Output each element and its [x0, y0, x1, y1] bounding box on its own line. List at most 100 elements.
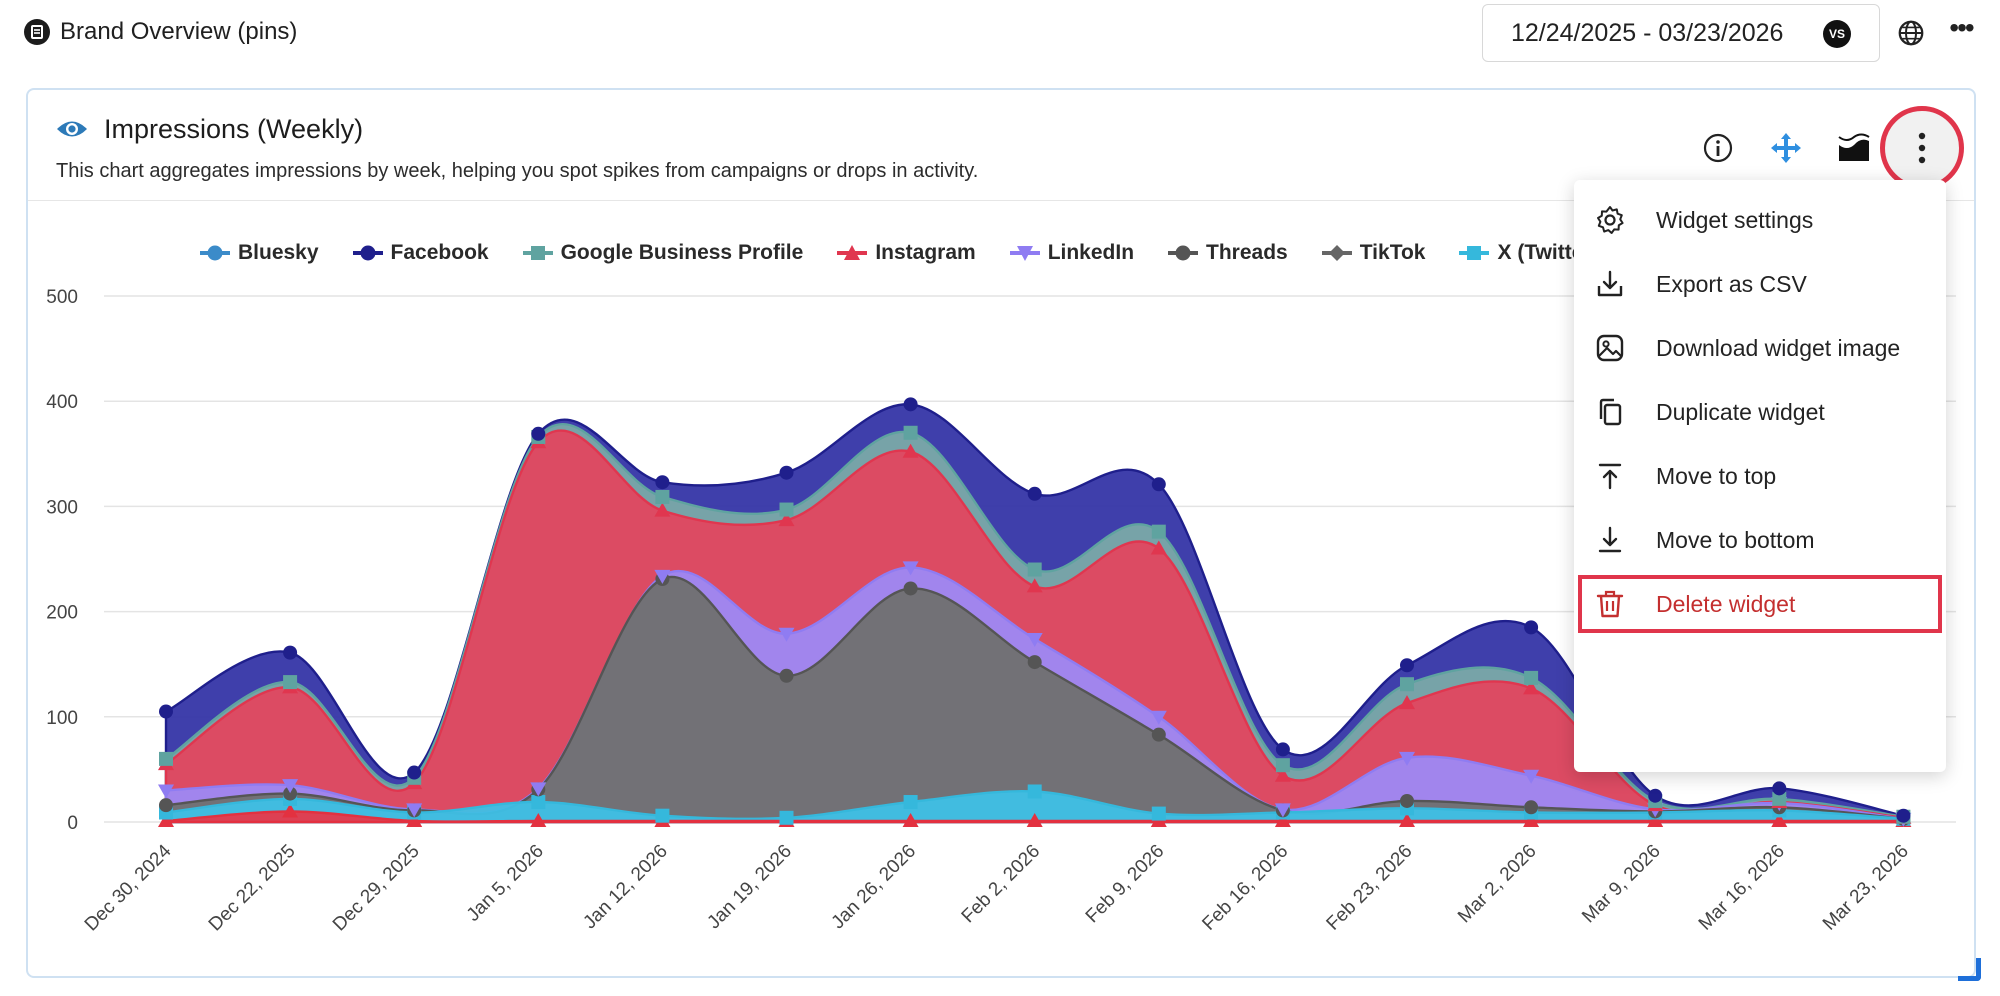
chart-type-icon[interactable] [1834, 128, 1874, 168]
arrow-up-to-line-icon [1598, 463, 1622, 490]
menu-item-label: Move to top [1656, 462, 1777, 489]
x-tick-label: Feb 23, 2026 [1323, 841, 1417, 935]
dashboard-title: Brand Overview (pins) [24, 18, 297, 46]
avatar[interactable]: VS [1823, 20, 1851, 48]
move-icon[interactable] [1766, 128, 1806, 168]
legend-marker [1321, 245, 1352, 261]
data-point [283, 645, 298, 660]
data-point [902, 561, 919, 576]
data-point [902, 812, 919, 827]
legend-label: TikTok [1359, 241, 1426, 264]
menu-item-widget-settings[interactable]: Widget settings [1574, 188, 1946, 252]
series-markers [158, 397, 1912, 827]
x-tick-label: Dec 29, 2025 [329, 841, 424, 936]
legend-label: Facebook [390, 241, 489, 264]
legend-item[interactable]: Instagram [837, 241, 976, 265]
data-point [1896, 808, 1911, 823]
legend-label: Instagram [875, 241, 976, 264]
data-point [1026, 812, 1043, 827]
data-point [903, 397, 918, 412]
legend-label: LinkedIn [1047, 241, 1135, 264]
brand-logo-icon [24, 19, 50, 45]
legend-marker [1168, 245, 1199, 261]
download-icon [1597, 270, 1623, 297]
info-icon[interactable] [1698, 128, 1738, 168]
data-point [779, 668, 794, 683]
legend-item[interactable]: Google Business Profile [522, 241, 803, 265]
data-point [283, 786, 298, 801]
y-axis-ticks: 0 100 200 300 400 500 [46, 287, 78, 834]
legend-item[interactable]: Threads [1168, 241, 1288, 265]
menu-item-download-image[interactable]: Download widget image [1574, 316, 1946, 380]
date-range-picker[interactable]: 12/24/2025 - 03/23/2026 VS [1482, 4, 1880, 62]
data-point [1027, 784, 1042, 799]
data-point [778, 512, 795, 527]
data-point [1399, 812, 1415, 827]
x-tick-label: Dec 30, 2024 [81, 840, 176, 935]
data-point [1524, 620, 1539, 635]
data-point [903, 425, 918, 440]
data-point [1026, 578, 1043, 593]
trash-icon [1596, 590, 1624, 618]
data-point [654, 502, 671, 517]
menu-item-delete[interactable]: Delete widget [1574, 572, 1946, 636]
x-tick-label: Dec 22, 2025 [205, 841, 300, 936]
data-point [1151, 727, 1166, 742]
impressions-chart: 0 100 200 300 400 500 Dec 30, 2024 Dec 22, 202… [46, 287, 1956, 936]
legend-item[interactable]: X (Twitter) [1459, 241, 1580, 265]
data-point [531, 795, 546, 810]
data-point [1274, 812, 1291, 827]
data-point [530, 812, 547, 827]
data-point [1523, 680, 1540, 695]
data-point [655, 489, 670, 504]
y-tick-label: 200 [46, 603, 78, 624]
data-point [1400, 677, 1414, 692]
legend-item[interactable]: Facebook [352, 241, 489, 265]
data-point [406, 803, 423, 818]
data-point [655, 808, 670, 823]
highlight-outline [1578, 575, 1942, 633]
data-point [1523, 769, 1540, 784]
data-point [1027, 562, 1042, 577]
x-tick-label: Feb 16, 2026 [1198, 841, 1292, 935]
more-vertical-icon[interactable] [1880, 106, 1964, 190]
data-point [655, 475, 670, 490]
data-point [283, 675, 298, 690]
legend-item[interactable]: Bluesky [200, 241, 319, 265]
arrow-down-to-line-icon [1598, 526, 1622, 553]
y-tick-label: 300 [46, 497, 78, 518]
chart-legend: Bluesky Facebook Google Business Profile In… [200, 236, 1580, 270]
menu-item-label: Export as CSV [1656, 270, 1807, 297]
globe-icon[interactable] [1896, 18, 1926, 48]
data-point [1151, 477, 1166, 492]
data-point [779, 810, 794, 825]
date-range-text: 12/24/2025 - 03/23/2026 [1511, 18, 1784, 47]
data-point [1274, 803, 1291, 818]
data-point [1400, 658, 1414, 673]
menu-item-label: Widget settings [1656, 206, 1814, 233]
data-point [1027, 655, 1042, 670]
data-point [778, 627, 795, 642]
resize-handle[interactable] [1958, 958, 1981, 981]
data-point [1647, 812, 1664, 827]
data-point [1400, 793, 1414, 808]
legend-item[interactable]: LinkedIn [1009, 241, 1135, 265]
data-point [530, 782, 547, 797]
y-tick-label: 0 [67, 813, 78, 834]
data-point [406, 812, 423, 827]
legend-marker [1459, 246, 1490, 260]
menu-item-duplicate[interactable]: Duplicate widget [1574, 380, 1946, 444]
legend-item[interactable]: TikTok [1321, 241, 1426, 265]
data-point [1151, 524, 1166, 539]
legend-marker [522, 246, 553, 260]
legend-marker [200, 245, 230, 261]
more-horizontal-icon[interactable]: ••• [1949, 12, 1974, 43]
menu-item-export-csv[interactable]: Export as CSV [1574, 252, 1946, 316]
menu-item-move-bottom[interactable]: Move to bottom [1574, 508, 1946, 572]
x-tick-label: Jan 5, 2026 [463, 841, 548, 926]
legend-label: X (Twitter) [1497, 241, 1580, 264]
widget-description: This chart aggregates impressions by wee… [56, 160, 979, 182]
data-point [158, 784, 174, 799]
widget-title: Impressions (Weekly) [104, 114, 364, 144]
menu-item-move-top[interactable]: Move to top [1574, 444, 1946, 508]
